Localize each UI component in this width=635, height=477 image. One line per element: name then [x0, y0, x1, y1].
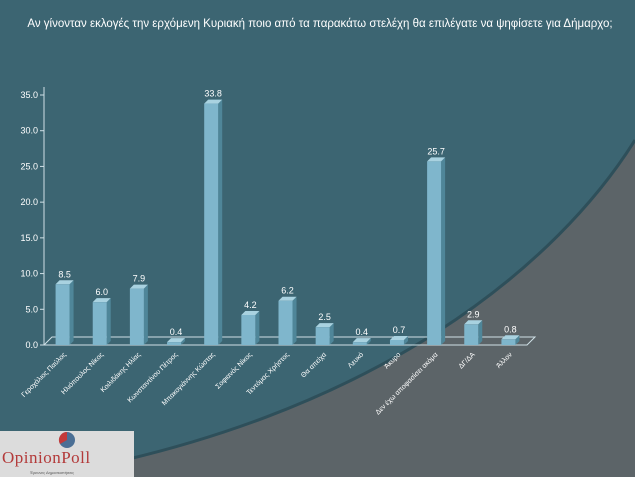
logo-pie-icon [58, 431, 75, 448]
bar-side [515, 335, 520, 345]
logo-text: OpinionPoll [2, 448, 91, 467]
data-label: 0.4 [170, 327, 183, 337]
bar [352, 342, 367, 345]
y-tick-label: 5.0 [25, 304, 38, 314]
x-tick-label: Θα απείχα [299, 351, 328, 380]
bar [129, 288, 144, 345]
data-label: 7.9 [133, 274, 146, 284]
bar-side [441, 157, 446, 345]
y-tick-label: 15.0 [20, 233, 38, 243]
data-label: 8.5 [58, 269, 71, 279]
bar [241, 315, 256, 345]
bar [501, 339, 516, 345]
bar [92, 302, 107, 345]
bar-side [403, 336, 408, 345]
bar [278, 300, 293, 345]
x-tick-label: Δεν έχω αποφασίσει ακόμα [374, 351, 440, 417]
y-tick-label: 30.0 [20, 126, 38, 136]
bar-top [55, 280, 74, 285]
bar [389, 340, 404, 345]
bar-top [129, 284, 148, 289]
data-label: 0.7 [393, 325, 406, 335]
bar-top [92, 298, 111, 303]
bar-side [329, 323, 334, 345]
bar-top [167, 338, 186, 343]
x-tick-label: ΔΓ/ΔΑ [458, 351, 477, 370]
bar [167, 342, 182, 345]
y-tick-label: 10.0 [20, 269, 38, 279]
bar-top [389, 336, 408, 340]
bar-side [69, 280, 74, 345]
bar [204, 103, 219, 345]
logo-subtitle: Έρευνες Δημοσκοπήσεις [30, 470, 75, 475]
bar-top [501, 335, 520, 340]
x-tick-label: Λευκό [346, 351, 365, 370]
bar-top [278, 296, 297, 301]
data-label: 33.8 [204, 89, 222, 99]
data-label: 2.9 [467, 309, 480, 319]
bar-side [292, 296, 297, 345]
bar-side [366, 338, 371, 345]
data-label: 0.4 [356, 327, 369, 337]
bar-side [255, 311, 260, 345]
bar [55, 284, 70, 345]
bar-top [427, 157, 446, 162]
bar [427, 161, 442, 345]
bar-side [218, 99, 223, 345]
bar-top [204, 99, 223, 104]
opinionpoll-logo: OpinionPoll Έρευνες Δημοσκοπήσεις [0, 431, 134, 477]
data-label: 0.8 [504, 324, 517, 334]
bar-side [478, 320, 483, 345]
y-tick-label: 0.0 [25, 340, 38, 350]
bar-side [106, 298, 111, 345]
bar-top [352, 338, 371, 343]
bar-top [315, 323, 334, 328]
y-tick-label: 25.0 [20, 161, 38, 171]
data-label: 4.2 [244, 300, 257, 310]
bar [464, 324, 479, 345]
bar-side [143, 284, 148, 345]
bar-top [464, 320, 483, 325]
x-tick-label: Άλλον [495, 351, 514, 370]
data-label: 6.2 [281, 286, 294, 296]
x-tick-label: Κοιλιδάκης Ηλίας [99, 350, 143, 394]
x-tick-label: Άκυρο [383, 351, 402, 370]
y-tick-label: 20.0 [20, 197, 38, 207]
x-tick-label: Σοφιανός Νίκος [214, 350, 254, 390]
chart-title: Αν γίνονταν εκλογές την ερχόμενη Κυριακή… [27, 18, 613, 30]
data-label: 2.5 [318, 312, 331, 322]
y-tick-label: 35.0 [20, 90, 38, 100]
data-label: 25.7 [427, 146, 445, 156]
bar-top [241, 311, 260, 315]
bar-side [181, 338, 186, 345]
data-label: 6.0 [95, 287, 108, 297]
bar [315, 327, 330, 345]
